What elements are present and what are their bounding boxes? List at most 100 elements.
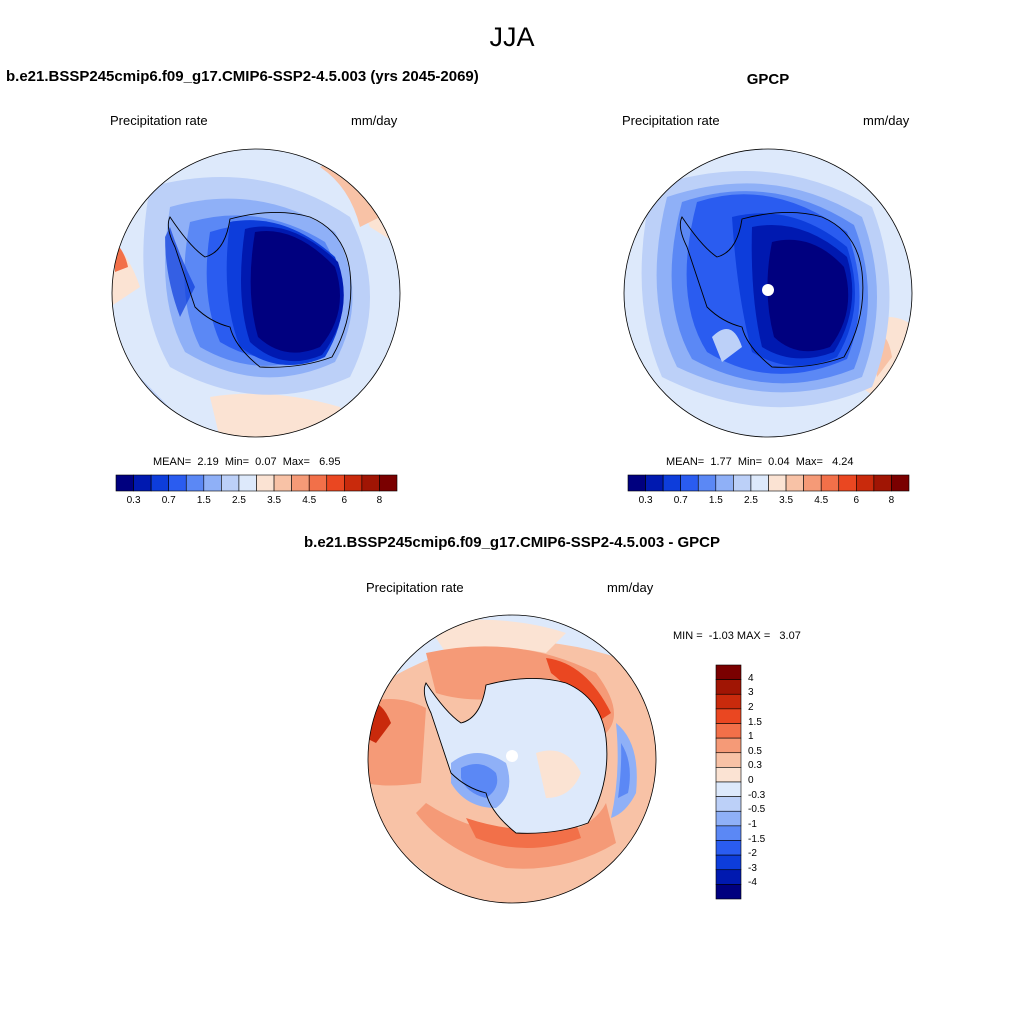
variable-label-model: Precipitation rate [110,113,208,128]
colorbar-tick-label: -4 [748,877,757,889]
colorbar-swatch [873,474,892,492]
colorbar-tick-label: 3.5 [779,495,794,506]
colorbar-tick-label: 0 [748,775,754,786]
colorbar-swatch [715,752,742,768]
colorbar-swatch [238,474,257,492]
colorbar-swatch [645,474,664,492]
colorbar-diff [715,664,742,900]
colorbar-swatch [715,840,742,856]
colorbar-tick-label: 2.5 [743,495,758,506]
colorbar-swatch [768,474,787,492]
colorbar-obs [627,474,910,492]
units-label-model: mm/day [351,113,398,128]
colorbar-swatch [168,474,187,492]
colorbar-swatch [715,869,742,885]
colorbar-tick-label: 4.5 [302,495,317,506]
colorbar-swatch [203,474,222,492]
colorbar-tick-label: 1 [748,731,754,743]
panel-title-obs: GPCP [746,71,790,88]
colorbar-swatch [715,474,734,492]
map-obs-precip [623,148,913,438]
colorbar-swatch [115,474,134,492]
colorbar-tick-label: 2.5 [231,495,246,506]
colorbar-swatch [856,474,875,492]
colorbar-tick-label: 6 [853,495,860,506]
colorbar-tick-label: 0.5 [748,745,762,757]
colorbar-tick-label: 0.7 [673,495,688,506]
colorbar-model-ticks: 0.3 0.7 1.5 2.5 3.5 4.5 6 8 [116,495,397,509]
colorbar-swatch [133,474,152,492]
colorbar-model [115,474,398,492]
colorbar-obs-ticks: 0.3 0.7 1.5 2.5 3.5 4.5 6 8 [628,495,909,509]
colorbar-tick-label: 2 [748,701,754,713]
colorbar-swatch [221,474,240,492]
colorbar-swatch [891,474,910,492]
colorbar-diff-ticks: 4 3 2 1.5 1 0.5 0.3 0 -0.3 -0.5 -1 -1.5 -2 -3 -4 [748,665,788,899]
units-label-diff: mm/day [607,580,654,595]
colorbar-swatch [715,737,742,754]
colorbar-tick-label: -0.5 [748,804,766,816]
stats-obs: MEAN= 1.77 Min= 0.04 Max= 4.24 [666,456,854,468]
colorbar-swatch [803,474,822,492]
colorbar-swatch [256,474,275,492]
colorbar-swatch [150,474,169,492]
colorbar-swatch [291,474,310,492]
colorbar-swatch [697,474,717,492]
colorbar-swatch [785,474,804,492]
colorbar-swatch [838,474,857,492]
colorbar-swatch [715,679,742,695]
colorbar-tick-label: 0.3 [638,495,653,506]
colorbar-swatch [715,723,742,739]
colorbar-swatch [662,474,681,492]
colorbar-swatch [715,664,742,680]
colorbar-swatch [715,796,742,812]
variable-label-diff: Precipitation rate [366,580,464,595]
colorbar-tick-label: 4.5 [814,495,829,506]
colorbar-swatch [820,474,840,492]
colorbar-swatch [185,474,205,492]
colorbar-swatch [750,474,769,492]
colorbar-swatch [361,474,380,492]
colorbar-tick-label: 0.7 [161,495,176,506]
colorbar-swatch [715,884,742,900]
colorbar-tick-label: 6 [341,495,348,506]
colorbar-tick-label: -1.5 [748,833,766,845]
colorbar-tick-label: 3 [748,687,754,699]
stats-model: MEAN= 2.19 Min= 0.07 Max= 6.95 [153,456,341,468]
colorbar-tick-label: -3 [748,862,757,874]
colorbar-tick-label: 0.3 [748,760,762,772]
colorbar-tick-label: 1.5 [748,716,762,728]
colorbar-swatch [273,474,292,492]
variable-label-obs: Precipitation rate [622,113,720,128]
colorbar-tick-label: -2 [748,848,757,860]
colorbar-tick-label: -0.3 [748,789,766,801]
colorbar-swatch [344,474,363,492]
colorbar-swatch [715,767,742,783]
colorbar-tick-label: 1.5 [708,495,723,506]
colorbar-swatch [715,810,742,827]
colorbar-swatch [715,825,742,841]
map-model-precip [111,148,401,438]
colorbar-swatch [308,474,328,492]
colorbar-tick-label: -1 [748,818,757,830]
main-title: JJA [489,22,535,52]
panel-title-model: b.e21.BSSP245cmip6.f09_g17.CMIP6-SSP2-4.… [6,68,479,85]
colorbar-swatch [733,474,752,492]
stats-diff: MIN = -1.03 MAX = 3.07 [673,630,801,642]
colorbar-tick-label: 4 [748,672,754,684]
colorbar-swatch [715,708,742,724]
colorbar-tick-label: 0.3 [126,495,141,506]
map-diff-precip [367,614,657,904]
colorbar-swatch [326,474,345,492]
panel-title-diff: b.e21.BSSP245cmip6.f09_g17.CMIP6-SSP2-4.… [303,534,721,551]
colorbar-tick-label: 3.5 [267,495,282,506]
colorbar-tick-label: 8 [888,495,895,506]
colorbar-swatch [379,474,398,492]
colorbar-swatch [627,474,646,492]
units-label-obs: mm/day [863,113,910,128]
colorbar-tick-label: 8 [376,495,383,506]
colorbar-swatch [680,474,699,492]
colorbar-swatch [715,781,742,797]
colorbar-tick-label: 1.5 [196,495,211,506]
colorbar-swatch [715,854,742,871]
